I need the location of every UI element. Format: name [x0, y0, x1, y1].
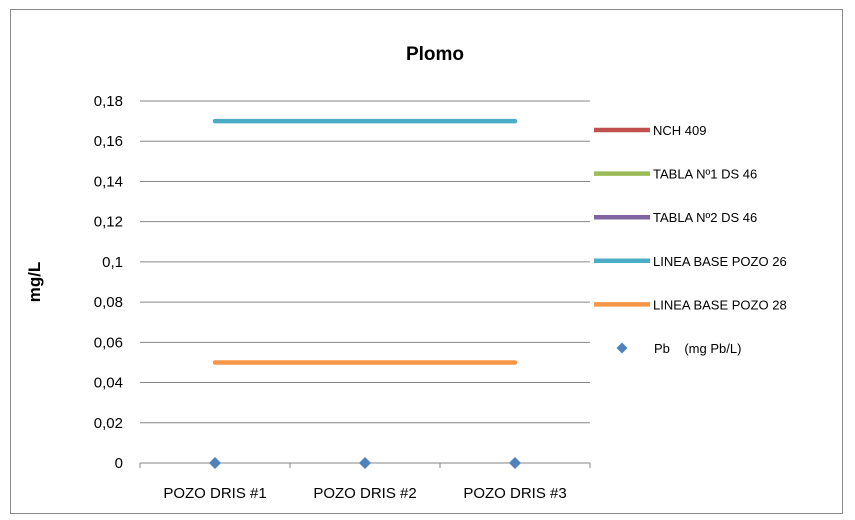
legend-label: TABLA Nº2 DS 46	[653, 210, 757, 225]
y-tick-label: 0,04	[94, 375, 123, 392]
legend-label: Pb (mg Pb/L)	[654, 341, 741, 356]
gridlines	[140, 100, 590, 424]
legend-label: NCH 409	[653, 123, 706, 138]
axes: 0 0,02 0,04 0,06 0,08 0,1 0,12 0,14 0,16 0,18 POZO…	[94, 93, 591, 502]
data-point	[359, 457, 371, 469]
y-tick-label: 0,12	[94, 214, 123, 231]
data-point	[209, 457, 221, 469]
x-tick-label: POZO DRIS #1	[163, 485, 266, 502]
y-tick-label: 0,1	[102, 254, 123, 271]
plot-series	[209, 118, 521, 469]
data-point	[509, 457, 521, 469]
x-tick-label: POZO DRIS #2	[313, 485, 416, 502]
x-tick-label: POZO DRIS #3	[463, 485, 566, 502]
y-tick-label: 0,02	[94, 415, 123, 432]
legend: NCH 409 TABLA Nº1 DS 46 TABLA Nº2 DS 46 LIN…	[594, 123, 787, 356]
legend-swatch	[616, 342, 628, 354]
y-tick-label: 0,06	[94, 334, 123, 351]
y-tick-label: 0,14	[94, 173, 123, 190]
y-axis-label: mg/L	[25, 262, 44, 303]
y-tick-label: 0,08	[94, 294, 123, 311]
y-tick-label: 0	[115, 455, 123, 472]
y-tick-label: 0,16	[94, 133, 123, 150]
y-tick-label: 0,18	[94, 93, 123, 110]
chart-title: Plomo	[406, 44, 464, 65]
legend-label: LINEA BASE POZO 26	[653, 254, 787, 269]
legend-label: LINEA BASE POZO 28	[653, 297, 787, 312]
legend-label: TABLA Nº1 DS 46	[653, 167, 757, 182]
